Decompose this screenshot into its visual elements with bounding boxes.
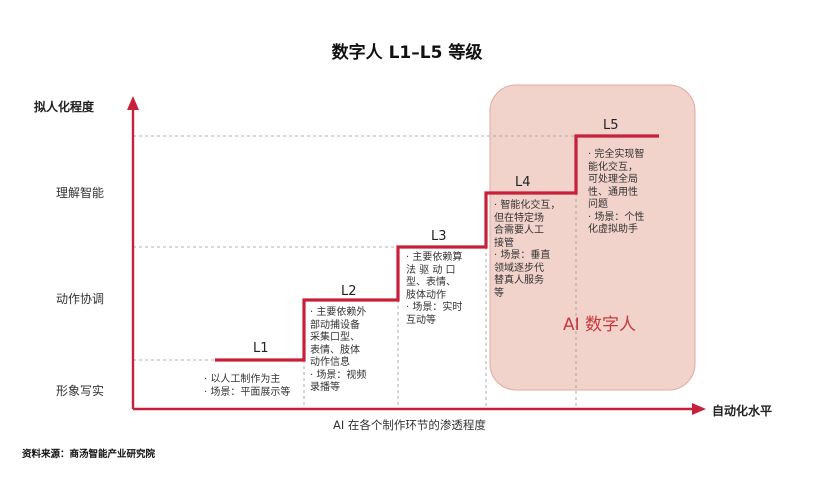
desc-line: 合需要人工 [494, 225, 544, 236]
desc-line: 领域逐步代 [494, 262, 544, 274]
desc-line: 法 驱 动 口 [406, 264, 456, 276]
x-axis-label: 自动化水平 [712, 404, 773, 418]
y-axis-arrow [127, 96, 139, 110]
highlight-label: AI 数字人 [563, 315, 637, 335]
desc-line: 录播等 [310, 382, 340, 393]
y-axis-label: 拟人化程度 [34, 100, 95, 114]
desc-line: · 智能化交互， [494, 200, 561, 211]
desc-line: · 场景：个性 [588, 211, 645, 223]
desc-line: 表情、肢体 [310, 344, 360, 356]
desc-line: 动作信息 [310, 357, 350, 368]
level-name-l3: L3 [431, 229, 447, 244]
desc-line: · 场景：平面展示等 [204, 386, 291, 398]
y-tick-realism: 形象写实 [56, 384, 105, 398]
desc-line: · 以人工制作为主 [204, 374, 281, 385]
y-tick-motion: 动作协调 [56, 292, 105, 306]
desc-line: 可处理全局 [588, 174, 638, 185]
desc-line: 互动等 [406, 314, 436, 326]
x-axis-arrow [692, 403, 706, 415]
level-desc-l4: · 智能化交互， 但在特定场 合需要人工 接管 · 场景：垂直 领域逐步代 替真… [494, 200, 560, 300]
desc-line: · 主要依赖外 [310, 307, 367, 318]
desc-line: 替真人服务 [494, 275, 544, 286]
desc-line: 化虚拟助手 [588, 224, 638, 235]
level-desc-l1: · 以人工制作为主 · 场景：平面展示等 [204, 374, 290, 399]
desc-line: 部动捕设备 [310, 319, 360, 331]
page-title: 数字人 L1–L5 等级 [331, 43, 483, 63]
desc-line: · 完全实现智 [588, 149, 645, 160]
level-name-l1: L1 [253, 341, 269, 356]
desc-line: 问题 [588, 199, 608, 210]
desc-line: 采集口型、 [310, 332, 360, 343]
level-desc-l5: · 完全实现智 能化交互， 可处理全局 性、通用性 问题 · 场景：个性 化虚拟… [588, 149, 644, 237]
level-desc-l3: · 主要依赖算 法 驱 动 口 型、表情、 肢体动作 · 场景：实时 互动等 [406, 252, 462, 327]
level-staircase [215, 134, 659, 362]
desc-line: 接管 [494, 237, 514, 249]
y-tick-understanding: 理解智能 [56, 186, 105, 200]
desc-line: 能化交互， [588, 161, 638, 173]
desc-line: · 场景：实时 [406, 302, 463, 313]
desc-line: 型、表情、 [406, 277, 456, 288]
ai-digital-human-zone [489, 84, 696, 391]
desc-line: · 场景：视频 [310, 369, 367, 381]
desc-line: 肢体动作 [406, 289, 446, 301]
level-desc-l2: · 主要依赖外 部动捕设备 采集口型、 表情、肢体 动作信息 · 场景：视频 录… [310, 307, 366, 395]
level-name-l2: L2 [341, 284, 357, 299]
desc-line: 性、通用性 [588, 186, 638, 198]
desc-line: · 场景：垂直 [494, 250, 551, 261]
desc-line: · 主要依赖算 [406, 252, 463, 263]
x-axis-caption: AI 在各个制作环节的渗透程度 [333, 418, 486, 432]
desc-line: 等 [494, 287, 504, 299]
desc-line: 但在特定场 [494, 212, 544, 224]
source-note: 资料来源：商汤智能产业研究院 [22, 449, 156, 460]
level-name-l4: L4 [515, 175, 531, 190]
level-name-l5: L5 [603, 118, 619, 133]
